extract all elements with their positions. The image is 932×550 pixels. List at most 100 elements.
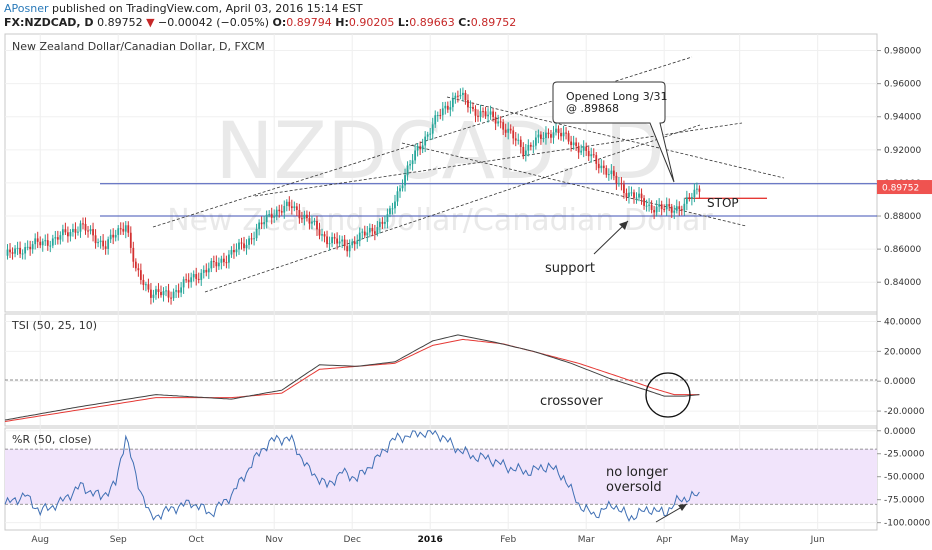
candle-body — [386, 214, 389, 222]
candle-body — [283, 205, 286, 213]
candle-body — [306, 214, 308, 219]
oversold-arrow[interactable] — [655, 503, 688, 523]
oversold-note-line-2: oversold — [606, 480, 662, 495]
price-panel-frame — [4, 33, 878, 313]
descending-upper-line[interactable] — [446, 96, 785, 179]
candle-body — [316, 220, 318, 230]
candle-body — [439, 115, 442, 117]
candle-body — [336, 238, 339, 244]
candle-body — [74, 228, 77, 233]
candle-body — [326, 236, 328, 245]
candle-body — [205, 269, 208, 273]
candle-body — [84, 223, 87, 231]
candle-body — [260, 222, 263, 225]
candle-body — [240, 242, 243, 244]
price-tick-label: 0.98000 — [884, 47, 921, 57]
candle-body — [358, 232, 361, 242]
candle-body — [79, 223, 82, 232]
candle-body — [660, 204, 663, 210]
candle-body — [155, 289, 157, 295]
candle-body — [233, 250, 235, 253]
long-callout[interactable]: Opened Long 3/31 @ .89868 — [552, 81, 675, 183]
candle-body — [152, 294, 155, 298]
candle-body — [89, 229, 92, 232]
tsi-signal-line[interactable] — [4, 338, 700, 422]
candle-body — [373, 231, 376, 234]
horizontal-levels[interactable] — [100, 183, 877, 217]
candle-body — [421, 145, 424, 150]
candle-body — [51, 238, 54, 246]
candle-body — [441, 108, 444, 116]
tsi-tick-label: 20.0000 — [884, 347, 921, 357]
candle-body — [207, 268, 210, 273]
descending-lower-line[interactable] — [401, 142, 747, 227]
candle-body — [215, 262, 218, 267]
callout-box — [552, 81, 675, 183]
candle-body — [492, 111, 495, 118]
channel-lower-line[interactable] — [204, 124, 701, 293]
candle-body — [477, 115, 479, 117]
x-tick-label: Jun — [810, 535, 825, 545]
candle-body — [411, 160, 414, 165]
candle-body — [44, 240, 47, 242]
candle-body — [620, 183, 623, 185]
candle-body — [9, 249, 11, 253]
candle-body — [562, 132, 565, 137]
candle-body — [72, 228, 74, 233]
price-tick-label: 0.92000 — [884, 146, 921, 156]
candle-body — [122, 228, 125, 232]
candle-body — [678, 206, 681, 210]
candle-body — [630, 192, 633, 194]
candle-body — [547, 132, 550, 135]
candle-body — [464, 92, 467, 101]
candle-body — [399, 188, 401, 192]
candle-body — [343, 239, 346, 247]
low-label: L: — [397, 16, 410, 29]
candle-body — [280, 211, 283, 213]
crossover-circle[interactable] — [645, 372, 691, 418]
candle-body — [456, 95, 459, 97]
candle-body — [303, 214, 306, 219]
wr-tick-label: 0.0000 — [884, 427, 916, 437]
candle-body — [527, 144, 530, 151]
candle-body — [295, 206, 298, 210]
candle-body — [384, 221, 386, 224]
close-value: 0.89752 — [470, 16, 517, 29]
candle-body — [117, 228, 120, 235]
candle-body — [685, 197, 688, 204]
williams-r-line[interactable] — [4, 429, 700, 522]
x-tick-label: Feb — [500, 535, 516, 545]
candle-body — [59, 235, 62, 240]
candle-body — [353, 241, 356, 245]
candle-body — [36, 238, 39, 242]
ohlc-line: FX:NZDCAD, D 0.89752 ▼ −0.00042 (−0.05%)… — [4, 16, 516, 29]
support-arrow[interactable] — [593, 220, 629, 255]
candle-body — [217, 262, 220, 267]
publisher-name[interactable]: APosner — [4, 2, 49, 15]
candle-body — [519, 139, 522, 147]
candle-body — [570, 141, 572, 146]
support-label: support — [545, 261, 595, 276]
candle-body — [434, 115, 437, 125]
candle-body — [623, 184, 625, 194]
candle-body — [479, 111, 482, 117]
candle-body — [268, 214, 271, 216]
candle-body — [487, 114, 489, 117]
candle-body — [675, 206, 678, 211]
candle-body — [298, 209, 301, 219]
candle-body — [278, 209, 281, 212]
candle-body — [177, 290, 180, 293]
candle-body — [202, 269, 205, 273]
tsi-line[interactable] — [4, 334, 700, 421]
candle-body — [474, 108, 477, 116]
candle-body — [696, 188, 698, 190]
candle-body — [21, 253, 24, 255]
candle-body — [190, 277, 193, 283]
candle-body — [469, 106, 472, 108]
oversold-note-line-1: no longer — [606, 465, 668, 480]
candle-body — [19, 247, 21, 254]
candle-body — [658, 204, 661, 207]
candle-body — [628, 192, 630, 197]
candle-body — [376, 227, 379, 234]
candle-body — [555, 128, 557, 133]
